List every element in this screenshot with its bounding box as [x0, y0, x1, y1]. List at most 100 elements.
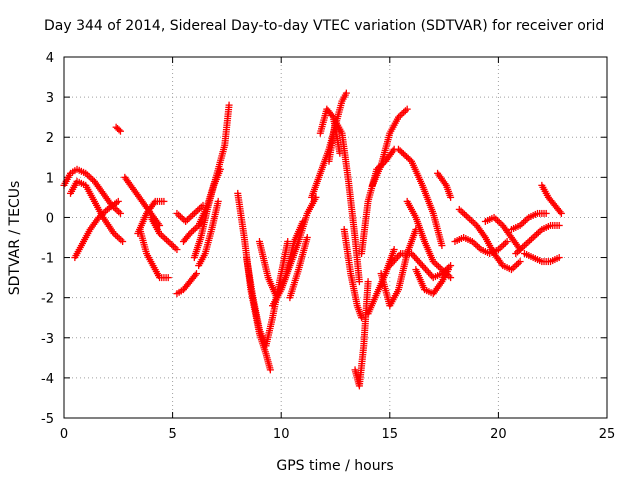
- x-axis-label: GPS time / hours: [276, 458, 393, 474]
- series-track-l: [190, 165, 224, 262]
- series-track-c: [71, 197, 122, 262]
- data-point: [392, 255, 400, 263]
- y-tick-label: 1: [46, 171, 54, 186]
- data-point: [116, 209, 124, 217]
- x-tick-label: 20: [490, 427, 507, 442]
- data-point: [526, 237, 534, 245]
- y-tick-label: 0: [46, 211, 54, 226]
- data-point: [521, 217, 529, 225]
- data-points: [60, 89, 565, 390]
- data-point: [534, 229, 542, 237]
- data-point: [119, 238, 127, 246]
- data-point: [425, 268, 433, 276]
- series-track-k: [179, 101, 233, 246]
- data-point: [520, 218, 528, 226]
- series-track-ac: [394, 145, 446, 250]
- x-tick-label: 0: [60, 427, 68, 442]
- series-track-ad: [403, 197, 455, 282]
- data-point: [117, 236, 125, 244]
- series-track-b: [67, 177, 127, 246]
- data-point: [514, 259, 522, 267]
- data-point: [469, 218, 477, 226]
- data-point: [512, 250, 520, 258]
- data-point: [114, 197, 122, 205]
- series-track-w: [351, 278, 372, 390]
- data-point: [161, 234, 169, 242]
- data-point: [421, 265, 429, 273]
- data-point: [399, 150, 407, 158]
- data-point: [85, 173, 93, 181]
- data-point: [116, 127, 124, 135]
- series-track-d: [112, 123, 124, 135]
- data-point: [191, 271, 199, 279]
- data-point: [185, 214, 193, 222]
- y-axis-label: SDTVAR / TECUs: [7, 181, 23, 296]
- series-track-al: [520, 250, 563, 266]
- data-point: [169, 242, 177, 250]
- data-point: [522, 240, 530, 248]
- data-point: [516, 258, 524, 266]
- data-point: [404, 154, 412, 162]
- data-point: [303, 234, 311, 241]
- data-point: [527, 235, 535, 243]
- plot-frame: [63, 56, 608, 419]
- data-point: [459, 209, 467, 217]
- data-point: [178, 214, 186, 222]
- series-track-g: [136, 225, 172, 282]
- data-point: [115, 126, 123, 134]
- y-tick-label: 3: [46, 91, 54, 106]
- data-point: [409, 251, 417, 259]
- data-point: [557, 209, 565, 217]
- data-point: [495, 218, 503, 226]
- y-tick-label: -3: [41, 332, 54, 347]
- series-track-r: [286, 234, 311, 302]
- data-point: [406, 156, 414, 164]
- data-point: [438, 242, 446, 250]
- series-track-aj: [507, 209, 550, 233]
- data-point: [328, 112, 336, 120]
- grid: [64, 57, 607, 418]
- data-point: [412, 255, 420, 263]
- y-tick-labels: -5 -4 -3 -2 -1 0 1 2 3 4: [41, 51, 54, 427]
- series-track-ak: [512, 221, 563, 258]
- data-point: [398, 110, 406, 118]
- data-point: [160, 197, 168, 205]
- data-point: [115, 234, 123, 242]
- data-point: [498, 242, 506, 250]
- y-tick-label: 4: [46, 51, 54, 66]
- data-point: [500, 241, 508, 249]
- data-point: [182, 217, 190, 225]
- x-tick-label: 25: [599, 427, 616, 442]
- series-track-ah: [455, 205, 524, 274]
- data-point: [394, 253, 402, 261]
- data-point: [187, 213, 195, 221]
- series-track-o: [242, 238, 292, 350]
- data-point: [163, 236, 171, 244]
- series-track-q: [269, 193, 320, 310]
- series-track-h: [147, 213, 181, 254]
- data-point: [225, 101, 233, 109]
- data-point: [189, 226, 197, 234]
- data-point: [415, 258, 423, 266]
- data-point: [555, 254, 563, 262]
- data-point: [192, 270, 200, 278]
- series-track-ag: [451, 234, 511, 258]
- data-point: [113, 233, 121, 241]
- data-point: [555, 221, 563, 229]
- data-point: [168, 241, 176, 249]
- data-point: [173, 209, 181, 217]
- data-point: [556, 208, 564, 216]
- data-point: [185, 231, 193, 239]
- data-point: [524, 238, 532, 246]
- data-point: [411, 253, 419, 261]
- data-point: [358, 314, 366, 322]
- data-point: [194, 206, 202, 214]
- series-track-i: [173, 201, 207, 225]
- data-point: [434, 262, 442, 270]
- data-point: [423, 267, 431, 275]
- data-point: [164, 274, 172, 282]
- series-track-x: [358, 145, 398, 258]
- data-point: [173, 246, 181, 254]
- data-point: [531, 232, 539, 240]
